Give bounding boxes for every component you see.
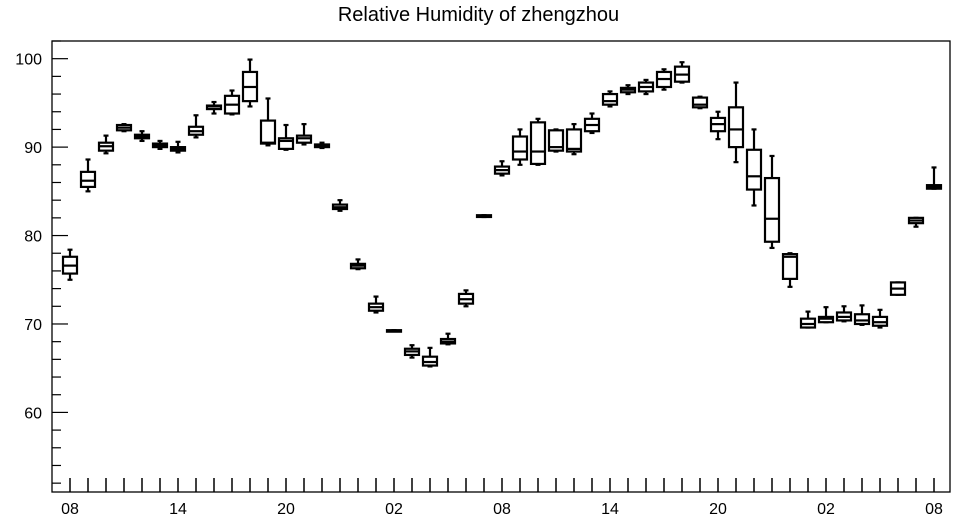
box-iqr (853, 313, 871, 326)
box-iqr (691, 96, 709, 109)
box-37 (727, 81, 745, 164)
box-iqr (547, 129, 565, 152)
x-tick-label: 14 (601, 501, 619, 518)
box-25 (511, 128, 529, 166)
box-21 (439, 332, 457, 346)
box-0 (61, 248, 79, 281)
box-iqr (277, 137, 295, 150)
box-31 (619, 84, 637, 96)
box-23 (475, 214, 493, 219)
box-iqr (565, 128, 583, 153)
box-3 (115, 123, 133, 133)
x-tick-label: 08 (925, 501, 943, 518)
box-11 (259, 97, 277, 147)
box-iqr (781, 253, 799, 280)
x-tick-label: 20 (277, 501, 295, 518)
box-7 (187, 114, 205, 139)
box-4 (133, 130, 151, 143)
box-44 (853, 304, 871, 326)
box-24 (493, 160, 511, 177)
x-tick-label: 20 (709, 501, 727, 518)
box-5 (151, 139, 169, 150)
box-30 (601, 90, 619, 108)
y-tick-label: 60 (24, 405, 42, 422)
y-tick-label: 90 (24, 140, 42, 157)
y-tick-label: 70 (24, 317, 42, 334)
box-46 (889, 281, 907, 296)
box-iqr (511, 135, 529, 161)
y-tick-label: 80 (24, 229, 42, 246)
x-tick-label: 02 (385, 501, 403, 518)
box-2 (97, 134, 115, 155)
box-iqr (727, 106, 745, 149)
box-14 (313, 141, 331, 150)
box-26 (529, 117, 547, 166)
x-tick-label: 08 (493, 501, 511, 518)
box-13 (295, 123, 313, 146)
box-41 (799, 310, 817, 329)
y-tick-label: 100 (15, 52, 42, 69)
box-1 (79, 158, 97, 193)
x-tick-label: 14 (169, 501, 187, 518)
box-34 (673, 61, 691, 84)
box-19 (403, 344, 421, 359)
box-27 (547, 128, 565, 153)
box-39 (763, 154, 781, 250)
box-iqr (79, 170, 97, 189)
box-iqr (529, 121, 547, 166)
box-17 (367, 295, 385, 314)
box-36 (709, 110, 727, 141)
box-iqr (745, 148, 763, 191)
box-33 (655, 68, 673, 91)
box-iqr (259, 119, 277, 145)
box-15 (331, 199, 349, 212)
box-40 (781, 252, 799, 288)
box-10 (241, 58, 259, 108)
box-43 (835, 305, 853, 323)
box-22 (457, 289, 475, 308)
x-tick-label: 08 (61, 501, 79, 518)
x-tick-label: 02 (817, 501, 835, 518)
box-45 (871, 308, 889, 329)
box-iqr (763, 176, 781, 243)
box-12 (277, 123, 295, 151)
box-38 (745, 128, 763, 207)
box-iqr (601, 92, 619, 106)
box-18 (385, 329, 403, 333)
box-48 (925, 166, 943, 190)
box-28 (565, 123, 583, 156)
box-35 (691, 95, 709, 110)
box-42 (817, 306, 835, 324)
box-29 (583, 112, 601, 135)
plot-frame (51, 40, 951, 493)
box-47 (907, 216, 925, 228)
chart-title: Relative Humidity of zhengzhou (337, 4, 620, 26)
box-16 (349, 258, 367, 271)
box-6 (169, 140, 187, 154)
box-20 (421, 346, 439, 368)
box-8 (205, 100, 223, 115)
box-9 (223, 89, 241, 116)
box-32 (637, 78, 655, 96)
